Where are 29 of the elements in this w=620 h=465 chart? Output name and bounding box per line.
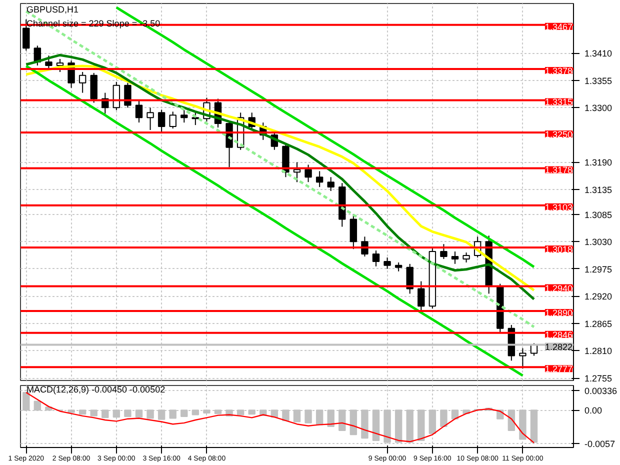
- ref-line-label: 1.3250: [544, 129, 573, 140]
- y-tick-label: 1.3355: [584, 76, 612, 86]
- ref-line-label: 1.2822: [544, 342, 573, 352]
- chart-title: MACD(12,26,9) -0.00450 -0.00502: [26, 384, 166, 394]
- y-tick-label: 1.2755: [584, 374, 612, 384]
- y-tick-label: 1.2920: [584, 292, 612, 302]
- ref-line-label: 1.3018: [544, 244, 573, 255]
- y-tick-label: 1.2975: [584, 264, 612, 274]
- ref-line-label: 1.2777: [544, 364, 573, 374]
- y-tick-label: 0.00: [584, 406, 602, 416]
- ref-line-label: 1.3378: [544, 66, 573, 76]
- y-tick-label: 1.3030: [584, 237, 612, 248]
- y-tick-label: 1.2865: [584, 318, 612, 329]
- y-tick-label: 1.3190: [584, 158, 612, 168]
- chart-title: GBPUSD,H1: [26, 4, 79, 14]
- y-tick-label: 0.00336: [584, 386, 618, 396]
- y-tick-label: 1.3410: [584, 48, 612, 59]
- y-tick-label: 1.3135: [584, 185, 612, 196]
- y-tick-label: -0.0057: [584, 438, 616, 449]
- ref-line-label: 1.3178: [544, 165, 573, 176]
- ref-line-label: 1.2940: [544, 283, 573, 294]
- y-tick-label: 1.3300: [584, 103, 612, 114]
- ref-line-label: 1.3103: [544, 202, 573, 212]
- y-tick-label: 1.3085: [584, 210, 612, 220]
- y-tick-label: 1.2810: [584, 346, 612, 356]
- ref-line-label: 1.3315: [544, 97, 573, 108]
- ref-line-label: 1.2890: [544, 308, 573, 318]
- ref-line-label: 1.3467: [544, 22, 573, 32]
- ref-line-label: 1.2846: [544, 330, 573, 340]
